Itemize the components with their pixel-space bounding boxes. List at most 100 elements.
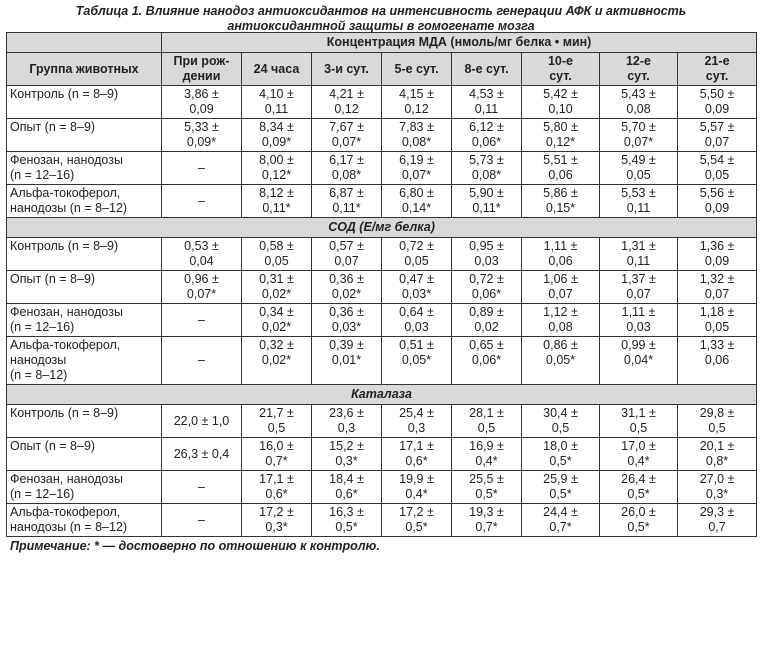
value-cell: 0,89 ±0,02 bbox=[451, 303, 522, 337]
value-cell: 0,72 ±0,05 bbox=[381, 237, 452, 271]
value-cell: 0,32 ±0,02* bbox=[241, 336, 312, 385]
value-cell: 0,34 ±0,02* bbox=[241, 303, 312, 337]
value-cell: 16,9 ±0,4* bbox=[451, 437, 522, 471]
value-cell: 16,3 ±0,5* bbox=[311, 503, 382, 537]
value-cell: 29,3 ±0,7 bbox=[676, 503, 758, 537]
value-cell: 28,1 ±0,5 bbox=[451, 404, 522, 438]
value-cell: 25,4 ±0,3 bbox=[381, 404, 452, 438]
value-cell: 0,39 ±0,01* bbox=[311, 336, 382, 385]
column-header: При рож-дении bbox=[161, 52, 242, 86]
group-cell: Фенозан, нанодозы (n = 12–16) bbox=[6, 303, 162, 337]
value-cell: 27,0 ±0,3* bbox=[676, 470, 758, 504]
column-header: 5-е сут. bbox=[381, 52, 452, 86]
value-cell: 5,42 ±0,10 bbox=[521, 85, 600, 119]
value-cell: 5,33 ±0,09* bbox=[161, 118, 242, 152]
table-row: Фенозан, нанодозы (n = 12–16) –17,1 ±0,6* 1… bbox=[6, 470, 758, 504]
value-cell: 30,4 ±0,5 bbox=[521, 404, 600, 438]
column-header: 8-е сут. bbox=[451, 52, 522, 86]
value-cell: – bbox=[161, 503, 242, 537]
column-header-row: Группа животных При рож-дении 24 часа 3-… bbox=[6, 52, 758, 86]
group-cell: Контроль (n = 8–9) bbox=[6, 404, 162, 438]
table-row: Опыт (n = 8–9) 0,96 ±0,07* 0,31 ±0,02* 0,36… bbox=[6, 270, 758, 304]
value-cell: 17,0 ±0,4* bbox=[599, 437, 678, 471]
value-cell: – bbox=[161, 303, 242, 337]
value-cell: 0,86 ±0,05* bbox=[521, 336, 600, 385]
value-cell: 5,80 ±0,12* bbox=[521, 118, 600, 152]
value-cell: 21,7 ±0,5 bbox=[241, 404, 312, 438]
value-cell: 1,37 ±0,07 bbox=[599, 270, 678, 304]
value-cell: 0,57 ±0,07 bbox=[311, 237, 382, 271]
group-cell: Опыт (n = 8–9) bbox=[6, 118, 162, 152]
value-cell: 4,15 ±0,12 bbox=[381, 85, 452, 119]
value-cell: 8,34 ±0,09* bbox=[241, 118, 312, 152]
value-cell: 1,31 ±0,11 bbox=[599, 237, 678, 271]
value-cell: – bbox=[161, 151, 242, 185]
column-header: 3-и сут. bbox=[311, 52, 382, 86]
value-cell: 26,3 ± 0,4 bbox=[161, 437, 242, 471]
table-row: Альфа-токоферол, нанодозы (n = 8–12) –17,2… bbox=[6, 503, 758, 537]
value-cell: 0,96 ±0,07* bbox=[161, 270, 242, 304]
value-cell: 6,17 ±0,08* bbox=[311, 151, 382, 185]
value-cell: 29,8 ±0,5 bbox=[676, 404, 758, 438]
group-cell: Контроль (n = 8–9) bbox=[6, 237, 162, 271]
section-title-row: СОД (Е/мг белка) bbox=[5, 217, 758, 238]
value-cell: 3,86 ±0,09 bbox=[161, 85, 242, 119]
value-cell: 6,80 ±0,14* bbox=[381, 184, 452, 218]
value-cell: – bbox=[161, 336, 242, 385]
value-cell: 0,36 ±0,02* bbox=[311, 270, 382, 304]
value-cell: 1,12 ±0,08 bbox=[521, 303, 600, 337]
value-cell: 5,51 ±0,06 bbox=[521, 151, 600, 185]
data-table: Концентрация МДА (нмоль/мг белка • мин) … bbox=[5, 32, 758, 537]
value-cell: 18,0 ±0,5* bbox=[521, 437, 600, 471]
column-header: 21-е сут. bbox=[676, 52, 758, 86]
value-cell: 0,99 ±0,04* bbox=[599, 336, 678, 385]
value-cell: 0,95 ±0,03 bbox=[451, 237, 522, 271]
value-cell: 0,64 ±0,03 bbox=[381, 303, 452, 337]
section-title: Каталаза bbox=[5, 384, 758, 405]
group-cell: Альфа-токоферол, нанодозы (n = 8–12) bbox=[6, 503, 162, 537]
table-row: Фенозан, нанодозы (n = 12–16) –0,34 ±0,02*… bbox=[6, 303, 758, 337]
value-cell: 0,53 ±0,04 bbox=[161, 237, 242, 271]
value-cell: 5,53 ±0,11 bbox=[599, 184, 678, 218]
value-cell: 1,32 ±0,07 bbox=[676, 270, 758, 304]
section-title: СОД (Е/мг белка) bbox=[5, 217, 758, 238]
column-header-group: Группа животных bbox=[6, 52, 162, 86]
column-header: 24 часа bbox=[241, 52, 312, 86]
group-cell: Опыт (n = 8–9) bbox=[6, 270, 162, 304]
value-cell: 16,0 ±0,7* bbox=[241, 437, 312, 471]
value-cell: 5,57 ±0,07 bbox=[676, 118, 758, 152]
value-cell: 4,53 ±0,11 bbox=[451, 85, 522, 119]
value-cell: 7,83 ±0,08* bbox=[381, 118, 452, 152]
caption-line-1: Таблица 1. Влияние нанодоз антиоксиданто… bbox=[75, 4, 687, 18]
table-row: Опыт (n = 8–9) 26,3 ± 0,4 16,0 ±0,7* 15,2 ±… bbox=[6, 437, 758, 471]
value-cell: 0,51 ±0,05* bbox=[381, 336, 452, 385]
value-cell: 4,10 ±0,11 bbox=[241, 85, 312, 119]
value-cell: 5,50 ±0,09 bbox=[676, 85, 758, 119]
value-cell: 26,4 ±0,5* bbox=[599, 470, 678, 504]
value-cell: 17,1 ±0,6* bbox=[381, 437, 452, 471]
table-caption: Таблица 1. Влияние нанодоз антиоксиданто… bbox=[0, 0, 762, 33]
value-cell: 25,9 ±0,5* bbox=[521, 470, 600, 504]
group-cell: Альфа-токоферол, нанодозы (n = 8–12) bbox=[6, 336, 162, 385]
value-cell: 1,11 ±0,06 bbox=[521, 237, 600, 271]
value-cell: 1,18 ±0,05 bbox=[676, 303, 758, 337]
value-cell: 0,47 ±0,03* bbox=[381, 270, 452, 304]
value-cell: 17,2 ±0,3* bbox=[241, 503, 312, 537]
value-cell: 1,33 ±0,06 bbox=[676, 336, 758, 385]
table-row: Альфа-токоферол, нанодозы (n = 8–12) –0,32 … bbox=[6, 336, 758, 385]
group-cell: Опыт (n = 8–9) bbox=[6, 437, 162, 471]
value-cell: 0,58 ±0,05 bbox=[241, 237, 312, 271]
value-cell: – bbox=[161, 470, 242, 504]
value-cell: 6,19 ±0,07* bbox=[381, 151, 452, 185]
section-title-row: Каталаза bbox=[5, 384, 758, 405]
value-cell: – bbox=[161, 184, 242, 218]
table-row: Опыт (n = 8–9) 5,33 ±0,09* 8,34 ±0,09* 7,67… bbox=[6, 118, 758, 152]
table-row: Контроль (n = 8–9) 22,0 ± 1,0 21,7 ±0,5 23,… bbox=[6, 404, 758, 438]
value-cell: 1,36 ±0,09 bbox=[676, 237, 758, 271]
value-cell: 31,1 ±0,5 bbox=[599, 404, 678, 438]
table-row: Контроль (n = 8–9) 0,53 ±0,04 0,58 ±0,05 0,… bbox=[6, 237, 758, 271]
value-cell: 0,72 ±0,06* bbox=[451, 270, 522, 304]
group-cell: Альфа-токоферол, нанодозы (n = 8–12) bbox=[6, 184, 162, 218]
value-cell: 17,1 ±0,6* bbox=[241, 470, 312, 504]
value-cell: 7,67 ±0,07* bbox=[311, 118, 382, 152]
